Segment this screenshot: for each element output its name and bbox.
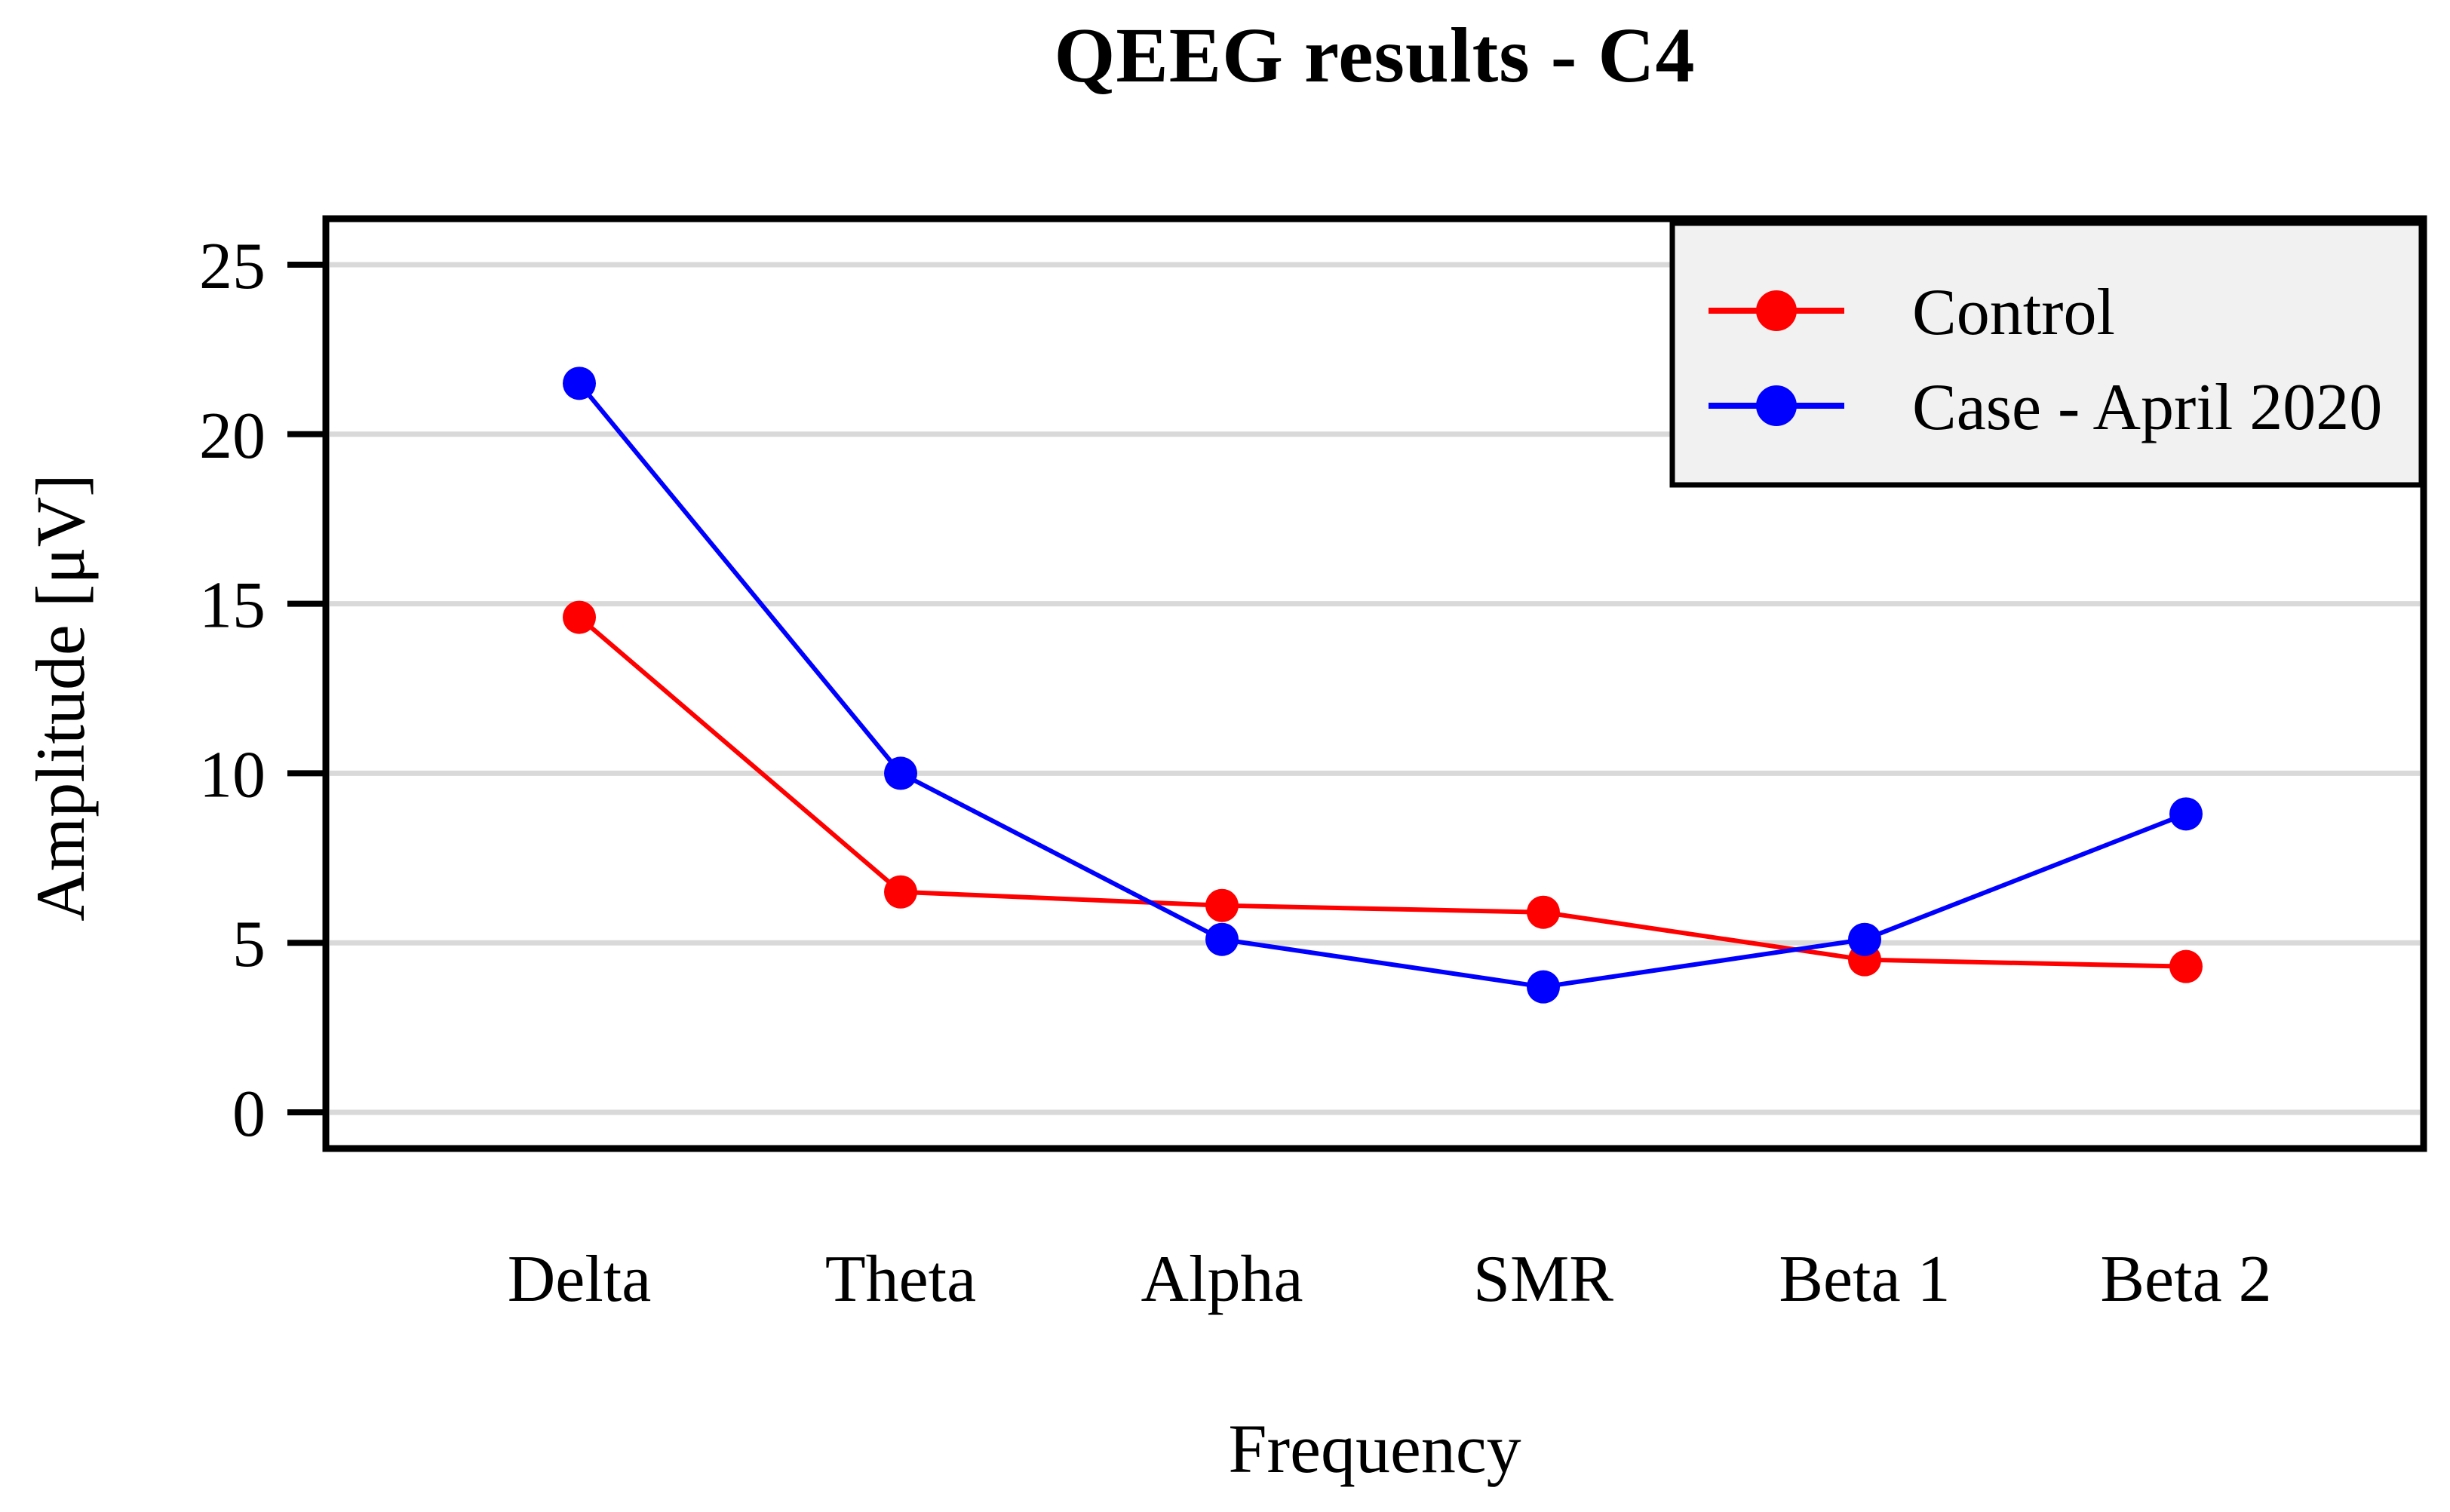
legend-marker-icon <box>1756 385 1797 426</box>
y-tick-label: 10 <box>199 738 266 811</box>
y-tick-label: 15 <box>199 569 266 643</box>
data-point <box>2169 949 2203 983</box>
chart-title: QEEG results - C4 <box>1054 12 1696 99</box>
y-tick-label: 5 <box>232 908 266 981</box>
data-point <box>563 600 596 634</box>
data-point <box>884 875 917 909</box>
x-tick-label: Beta 1 <box>1779 1243 1950 1316</box>
data-point <box>2169 797 2203 831</box>
x-tick-label: Theta <box>825 1243 976 1316</box>
data-point <box>1205 922 1239 956</box>
series-line-control <box>578 615 2187 969</box>
legend-box <box>1669 220 2424 488</box>
series-line-case <box>577 382 2188 989</box>
data-point <box>884 756 917 790</box>
y-tick-label: 25 <box>199 230 266 303</box>
legend-marker-icon <box>1756 290 1797 331</box>
plot-border <box>322 215 2427 1152</box>
x-tick-label: Alpha <box>1141 1243 1303 1316</box>
data-point <box>563 366 596 400</box>
x-axis-title: Frequency <box>1228 1410 1521 1487</box>
x-tick-label: SMR <box>1473 1243 1613 1316</box>
legend-item-label: Control <box>1912 276 2115 349</box>
data-point <box>1848 922 1881 956</box>
y-tick-label: 20 <box>199 400 266 473</box>
y-tick-label: 0 <box>232 1078 266 1151</box>
data-point <box>1205 888 1239 922</box>
data-point <box>1527 895 1560 929</box>
x-tick-label: Delta <box>508 1243 652 1316</box>
legend-item-label: Case - April 2020 <box>1912 371 2382 444</box>
x-tick-label: Beta 2 <box>2100 1243 2271 1316</box>
data-point <box>1527 970 1560 1004</box>
